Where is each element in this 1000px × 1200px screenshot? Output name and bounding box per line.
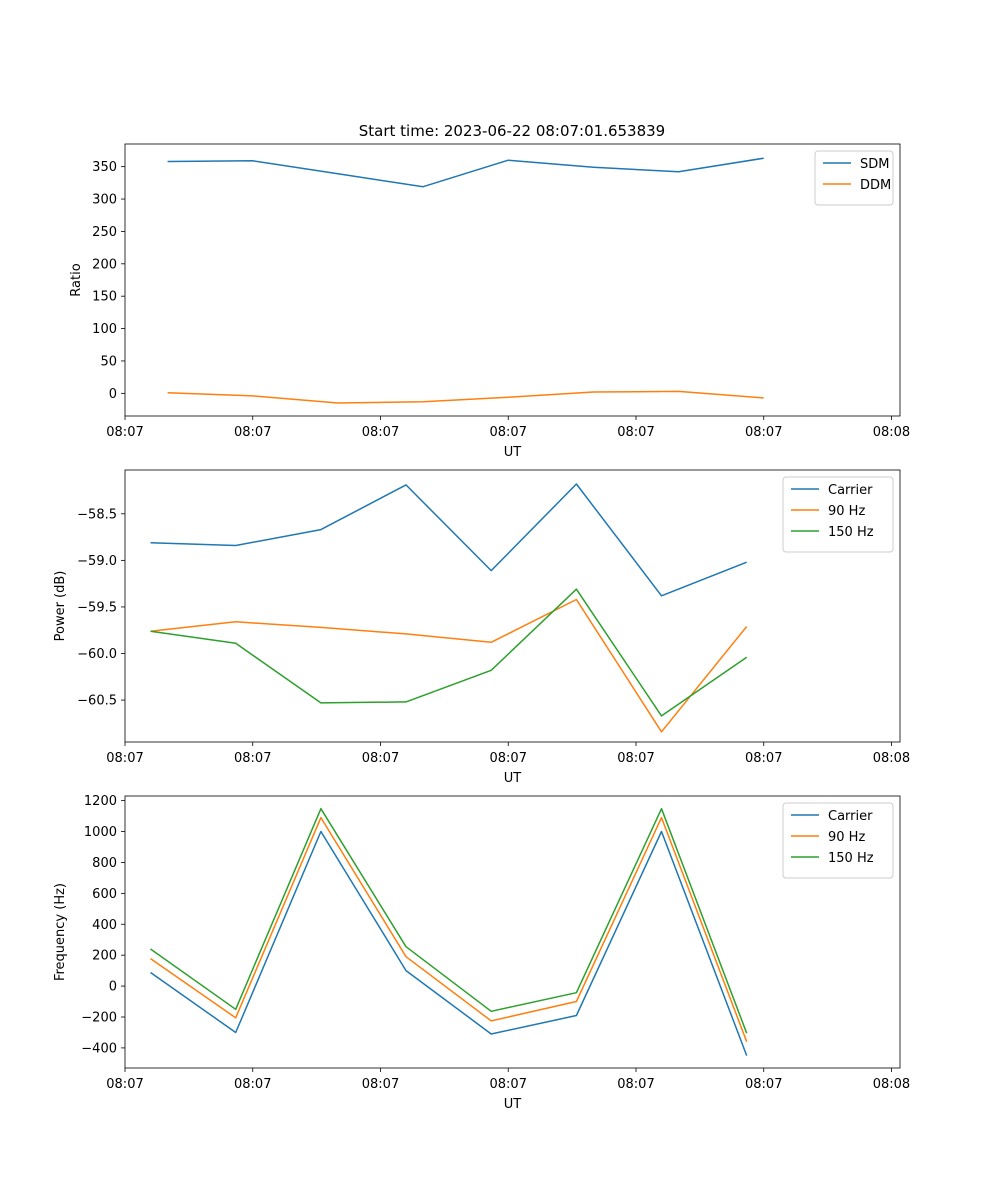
y-tick-label: 1000 xyxy=(84,825,117,840)
legend-box xyxy=(782,802,894,879)
x-tick-label: 08:07 xyxy=(234,751,271,766)
axes-frame xyxy=(124,469,901,743)
x-axis-label: UT xyxy=(504,445,522,460)
x-tick-label: 08:07 xyxy=(490,1077,527,1092)
y-tick-label: −60.0 xyxy=(77,647,117,662)
legend-box xyxy=(782,476,894,553)
x-tick-label: 08:07 xyxy=(745,1077,782,1092)
legend-label: 90 Hz xyxy=(828,504,865,519)
series-line-90-hz xyxy=(150,598,748,733)
y-tick-label: 200 xyxy=(92,257,117,272)
series-line-90-hz xyxy=(150,816,748,1042)
axes-frame xyxy=(124,795,901,1069)
y-tick-label: −59.0 xyxy=(77,554,117,569)
legend-label: 90 Hz xyxy=(828,830,865,845)
y-axis-label: Frequency (Hz) xyxy=(53,883,68,981)
x-tick-label: 08:07 xyxy=(745,425,782,440)
legend: Carrier 90 Hz 150 Hz xyxy=(782,802,894,879)
series-line-ddm xyxy=(167,390,764,404)
y-tick-label: 400 xyxy=(92,918,117,933)
legend-label: 150 Hz xyxy=(828,851,874,866)
chart-panel-3: 08:07 08:07 08:07 08:07 08:07 08:07 08:08 1200 1… xyxy=(53,794,910,1112)
figure-title: Start time: 2023-06-22 08:07:01.653839 xyxy=(359,122,665,140)
legend-label: SDM xyxy=(860,157,889,172)
x-tick-label: 08:07 xyxy=(745,751,782,766)
x-tick-label: 08:08 xyxy=(873,1077,910,1092)
x-tick-label: 08:07 xyxy=(490,425,527,440)
x-tick-label: 08:07 xyxy=(362,1077,399,1092)
y-tick-label: 300 xyxy=(92,193,117,208)
y-tick-label: 600 xyxy=(92,887,117,902)
x-tick-label: 08:08 xyxy=(873,751,910,766)
y-tick-label: 50 xyxy=(100,354,117,369)
y-tick-label: −400 xyxy=(81,1041,117,1056)
x-tick-label: 08:07 xyxy=(234,1077,271,1092)
y-tick-label: −59.5 xyxy=(77,600,117,615)
y-axis-label: Power (dB) xyxy=(53,571,68,642)
x-tick-label: 08:07 xyxy=(490,751,527,766)
series-line-150-hz xyxy=(150,807,748,1034)
y-tick-label: 1200 xyxy=(84,794,117,809)
legend: SDM DDM xyxy=(814,150,894,206)
y-tick-label: −58.5 xyxy=(77,507,117,522)
axes-frame xyxy=(124,143,901,417)
legend-box xyxy=(814,150,894,206)
legend-label: 150 Hz xyxy=(828,525,874,540)
series-line-carrier xyxy=(150,830,748,1056)
x-tick-label: 08:07 xyxy=(617,751,654,766)
x-tick-label: 08:07 xyxy=(106,1077,143,1092)
y-tick-label: 250 xyxy=(92,225,117,240)
y-tick-label: 150 xyxy=(92,290,117,305)
y-tick-label: 0 xyxy=(109,980,117,995)
chart-panel-1: 08:07 08:07 08:07 08:07 08:07 08:07 08:08 0 50 10… xyxy=(69,143,910,460)
x-tick-label: 08:07 xyxy=(362,751,399,766)
y-tick-label: 100 xyxy=(92,322,117,337)
x-tick-label: 08:08 xyxy=(873,425,910,440)
series-line-150-hz xyxy=(150,588,748,717)
legend-label: DDM xyxy=(860,178,891,193)
x-tick-label: 08:07 xyxy=(362,425,399,440)
y-tick-label: 0 xyxy=(109,387,117,402)
x-tick-label: 08:07 xyxy=(617,1077,654,1092)
x-tick-label: 08:07 xyxy=(234,425,271,440)
legend-label: Carrier xyxy=(828,483,873,498)
y-tick-label: 350 xyxy=(92,160,117,175)
legend: Carrier 90 Hz 150 Hz xyxy=(782,476,894,553)
x-tick-label: 08:07 xyxy=(106,425,143,440)
x-axis-label: UT xyxy=(504,771,522,786)
chart-panel-2: 08:07 08:07 08:07 08:07 08:07 08:07 08:08 −58.5… xyxy=(53,469,910,786)
legend-label: Carrier xyxy=(828,809,873,824)
y-tick-label: −60.5 xyxy=(77,694,117,709)
x-axis-label: UT xyxy=(504,1097,522,1112)
series-line-sdm xyxy=(167,157,764,188)
y-tick-label: 800 xyxy=(92,856,117,871)
x-tick-label: 08:07 xyxy=(617,425,654,440)
y-tick-label: 200 xyxy=(92,949,117,964)
series-line-carrier xyxy=(150,483,747,597)
x-tick-label: 08:07 xyxy=(106,751,143,766)
y-axis-label: Ratio xyxy=(69,263,84,296)
y-tick-label: −200 xyxy=(81,1011,117,1026)
